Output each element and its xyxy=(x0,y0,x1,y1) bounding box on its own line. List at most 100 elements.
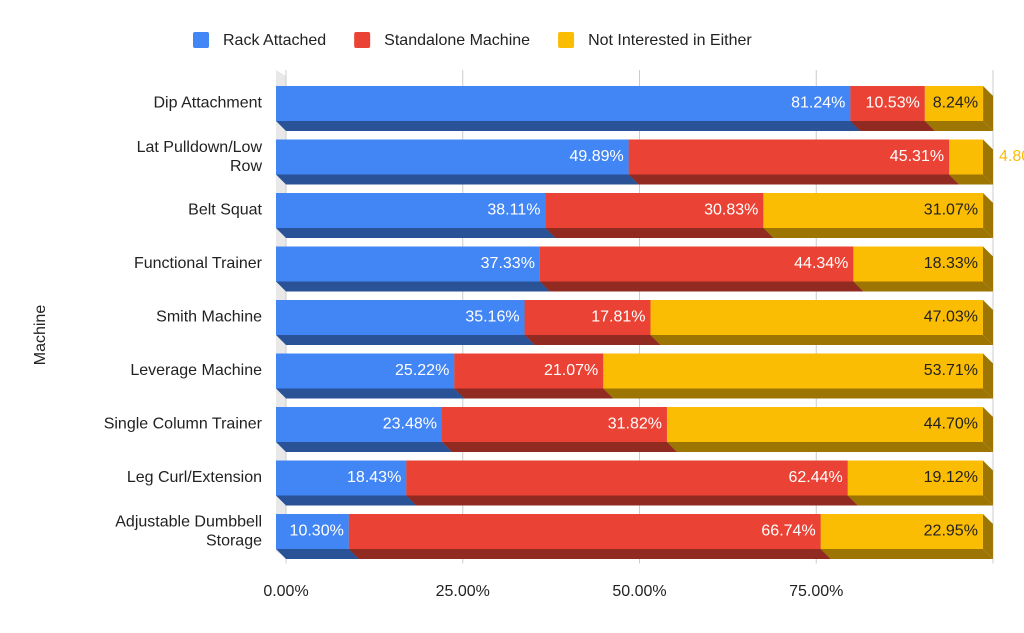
x-tick-label: 50.00% xyxy=(612,583,666,600)
data-label: 31.07% xyxy=(924,202,978,219)
bar-depth xyxy=(820,549,993,559)
legend-label: Rack Attached xyxy=(223,32,326,49)
bar-side xyxy=(983,139,993,185)
bar xyxy=(454,353,604,389)
y-tick-label: Dip Attachment xyxy=(154,95,263,112)
bar-depth xyxy=(603,388,993,399)
data-label: 21.07% xyxy=(544,362,598,379)
bar xyxy=(524,300,651,335)
data-label: 31.82% xyxy=(608,416,662,433)
bar xyxy=(545,193,764,228)
data-label: 17.81% xyxy=(591,309,645,326)
legend-swatch xyxy=(354,32,371,48)
bar xyxy=(820,514,983,549)
bar xyxy=(847,460,983,496)
bar-side xyxy=(983,407,993,452)
data-label: 44.70% xyxy=(924,416,978,433)
y-tick-label: Belt Squat xyxy=(188,202,262,219)
bar xyxy=(853,246,983,282)
bar-side xyxy=(982,514,993,559)
data-label: 47.03% xyxy=(924,309,978,326)
bar-depth xyxy=(276,281,550,292)
data-label: 18.33% xyxy=(924,255,978,272)
y-tick-label: Adjustable Dumbbell Storage xyxy=(115,514,262,550)
bar-depth xyxy=(276,388,465,399)
bar xyxy=(949,139,983,175)
x-tick-label: 0.00% xyxy=(263,583,308,600)
bar xyxy=(276,246,540,282)
bar-depth xyxy=(406,495,858,506)
bar xyxy=(276,193,546,228)
bar xyxy=(348,514,821,549)
bar-depth xyxy=(276,121,861,131)
bar-depth xyxy=(539,281,864,292)
legend-label: Standalone Machine xyxy=(384,32,530,49)
bar xyxy=(603,353,983,389)
bar xyxy=(763,193,984,228)
bar-depth xyxy=(949,174,993,185)
y-tick-label: Single Column Trainer xyxy=(104,416,263,433)
data-label: 35.16% xyxy=(465,309,519,326)
bar xyxy=(276,86,851,121)
data-label: 23.48% xyxy=(383,416,437,433)
data-label: 19.12% xyxy=(924,469,978,486)
bar-side xyxy=(983,193,994,238)
data-label: 30.83% xyxy=(704,202,758,219)
data-label: 45.31% xyxy=(890,148,944,165)
bar xyxy=(276,460,407,496)
legend-label: Not Interested in Either xyxy=(588,32,752,49)
legend-swatch xyxy=(193,32,209,48)
bar xyxy=(406,460,848,496)
bar-depth xyxy=(545,228,774,238)
bar xyxy=(666,407,983,442)
bar xyxy=(650,300,983,335)
bar xyxy=(924,86,984,121)
bar-depth xyxy=(454,388,614,399)
bar xyxy=(276,139,629,175)
data-label: 53.71% xyxy=(924,362,978,379)
bar-depth xyxy=(524,335,661,345)
bar-depth xyxy=(853,281,993,292)
x-tick-label: 75.00% xyxy=(789,583,843,600)
bar xyxy=(442,407,667,442)
legend-swatch xyxy=(558,32,575,48)
data-label: 49.89% xyxy=(569,148,623,165)
bar xyxy=(276,407,443,442)
data-label: 22.95% xyxy=(924,523,978,540)
bar-depth xyxy=(628,174,960,185)
bar-depth xyxy=(276,442,453,452)
data-label: 37.33% xyxy=(481,255,535,272)
y-tick-label: Smith Machine xyxy=(156,309,262,326)
y-tick-label: Leverage Machine xyxy=(130,362,262,379)
bar-depth xyxy=(650,335,993,345)
bar-depth xyxy=(763,228,994,238)
data-label: 66.74% xyxy=(761,523,815,540)
bar xyxy=(539,246,854,282)
bar xyxy=(850,86,925,121)
bar-side xyxy=(983,86,994,131)
bar-side xyxy=(983,246,993,292)
data-label: 10.53% xyxy=(866,95,920,112)
bar-depth xyxy=(276,228,556,238)
bar-depth xyxy=(850,121,935,131)
data-label: 4.80% xyxy=(999,148,1024,165)
bar-depth xyxy=(276,174,639,185)
bar-depth xyxy=(276,495,417,506)
bar-side xyxy=(983,353,993,399)
bar-depth xyxy=(847,495,993,506)
bar-depth xyxy=(924,121,994,131)
bar xyxy=(276,300,525,335)
bar xyxy=(628,139,950,175)
data-label: 44.34% xyxy=(794,255,848,272)
bar-depth xyxy=(442,442,677,452)
y-tick-label: Functional Trainer xyxy=(134,255,263,272)
y-tick-label: Lat Pulldown/Low Row xyxy=(137,139,263,175)
bar xyxy=(276,514,349,549)
bar-depth xyxy=(276,335,535,345)
data-label: 62.44% xyxy=(788,469,842,486)
bar-depth xyxy=(666,442,993,452)
x-tick-label: 25.00% xyxy=(436,583,490,600)
bar xyxy=(276,353,455,389)
data-label: 10.30% xyxy=(290,523,344,540)
